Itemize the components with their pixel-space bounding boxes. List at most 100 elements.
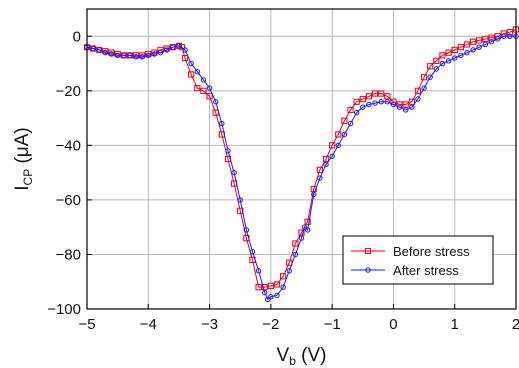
y-axis-label: ICP (μA) <box>12 127 35 191</box>
data-point <box>310 185 317 193</box>
data-point <box>390 101 397 108</box>
data-point <box>329 153 335 159</box>
data-point <box>476 37 483 44</box>
data-point <box>114 50 121 58</box>
data-point <box>378 99 384 105</box>
data-point <box>482 41 489 48</box>
data-point <box>371 90 379 97</box>
data-point <box>464 49 470 56</box>
legend: Before stress After stress <box>342 235 494 285</box>
data-point <box>188 60 194 67</box>
data-point <box>194 84 201 92</box>
legend-entry: Before stress <box>351 244 470 259</box>
data-point <box>360 104 366 110</box>
data-point <box>457 44 464 51</box>
data-point <box>188 71 195 78</box>
y-tick-label: −60 <box>56 192 81 209</box>
data-point <box>127 52 133 59</box>
data-point <box>206 85 213 91</box>
data-point <box>317 175 323 181</box>
y-axis-label-unit: (μA) <box>12 127 33 169</box>
data-point <box>145 52 151 59</box>
data-point <box>353 109 360 116</box>
data-point <box>255 284 262 291</box>
data-point <box>298 235 305 241</box>
x-tick-label: 0 <box>389 316 397 333</box>
data-point <box>408 98 415 105</box>
data-point <box>414 87 422 94</box>
data-point <box>237 197 243 203</box>
data-point <box>384 93 391 100</box>
data-point <box>316 166 323 174</box>
data-point <box>347 120 354 127</box>
data-point <box>206 93 213 100</box>
data-point <box>286 268 292 274</box>
data-point <box>439 52 446 59</box>
data-point <box>139 52 146 59</box>
axis-ticks <box>86 35 517 310</box>
legend-label: After stress <box>393 263 459 278</box>
data-point <box>163 47 170 53</box>
data-point <box>292 240 299 247</box>
series-after-stress <box>84 33 519 303</box>
data-point <box>323 161 329 168</box>
series-line <box>86 35 516 301</box>
data-point <box>132 52 140 59</box>
data-point <box>335 142 341 149</box>
data-point <box>427 63 434 70</box>
data-point <box>458 52 464 59</box>
data-point <box>182 47 188 53</box>
data-point <box>108 51 115 57</box>
x-axis-label: Vb (V) <box>277 345 327 368</box>
data-point <box>200 87 207 94</box>
legend-marker <box>365 267 371 273</box>
data-point <box>280 273 287 280</box>
data-point <box>402 101 409 108</box>
data-point <box>108 49 115 56</box>
data-point <box>90 45 96 52</box>
x-axis-label-unit: (V) <box>296 345 327 366</box>
data-point <box>470 38 477 45</box>
data-point <box>102 49 109 56</box>
legend-label: Before stress <box>393 244 470 259</box>
series-before-stress <box>83 26 519 291</box>
y-tick-label: −80 <box>56 246 81 263</box>
x-tick-label: 2 <box>512 316 519 333</box>
data-point <box>274 292 280 299</box>
data-point <box>341 117 348 124</box>
data-point <box>265 296 271 303</box>
plot-frame <box>86 8 517 310</box>
data-point <box>463 41 471 48</box>
x-tick-label: −3 <box>201 316 218 333</box>
data-point <box>366 101 372 108</box>
plot-area <box>83 26 519 303</box>
data-point <box>145 50 152 58</box>
x-tick-label: 1 <box>451 316 459 333</box>
data-point <box>341 131 348 138</box>
data-point <box>322 155 330 163</box>
data-point <box>139 54 145 60</box>
data-point <box>176 43 182 49</box>
data-point <box>353 98 360 105</box>
y-tick-label: −20 <box>56 83 81 100</box>
data-point <box>311 191 317 198</box>
data-point <box>402 107 409 113</box>
data-point <box>501 33 507 39</box>
data-point <box>280 284 286 290</box>
data-point <box>420 74 428 81</box>
x-tick-label: −4 <box>140 316 157 333</box>
data-point <box>507 33 513 39</box>
data-point <box>261 284 268 291</box>
data-point <box>267 282 274 289</box>
x-axis-label-subscript: b <box>289 354 296 368</box>
data-point <box>359 95 366 103</box>
data-point <box>249 249 256 255</box>
data-point <box>304 227 311 233</box>
data-point <box>470 47 476 53</box>
data-point <box>96 47 102 53</box>
legend-box <box>342 235 494 285</box>
data-point <box>415 96 421 102</box>
data-point <box>262 289 268 296</box>
data-point <box>494 36 501 42</box>
